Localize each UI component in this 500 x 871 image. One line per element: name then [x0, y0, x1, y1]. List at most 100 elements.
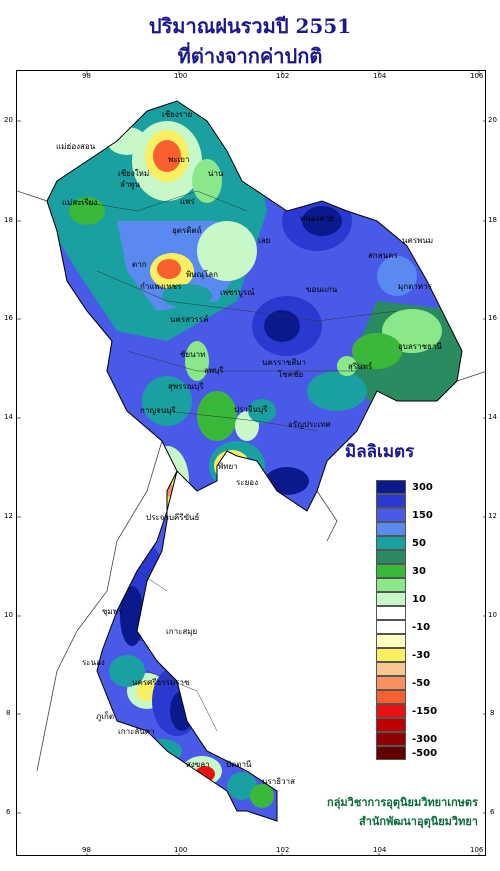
legend-swatch	[376, 606, 406, 620]
place-label: แม่ฮ่องสอน	[56, 142, 96, 151]
legend-swatch	[376, 676, 406, 690]
place-label: สงขลา	[186, 760, 210, 769]
left-tick-18: 18	[4, 216, 13, 224]
place-label: ระนอง	[82, 658, 105, 667]
place-label: สุรินทร์	[348, 362, 373, 371]
map-title-line1: ปริมาณฝนรวมปี 2551	[148, 14, 352, 38]
left-tick-12: 12	[4, 512, 13, 520]
legend-title: มิลลิเมตร	[345, 442, 415, 462]
place-label: นครศรีธรรมราช	[132, 678, 190, 687]
legend-label: 150	[412, 510, 433, 521]
place-label: สุพรรณบุรี	[168, 382, 204, 391]
legend-label: -300	[412, 734, 438, 745]
left-tick-14: 14	[4, 413, 13, 421]
legend-swatch	[376, 522, 406, 536]
legend-swatch	[376, 508, 406, 522]
legend-swatch	[376, 550, 406, 564]
place-label: นครพนม	[402, 236, 434, 245]
left-tick-6: 6	[6, 808, 11, 816]
right-tick-16: 16	[488, 314, 497, 322]
map-frame	[16, 70, 486, 856]
legend-swatch	[376, 718, 406, 732]
bottom-tick-98: 98	[82, 846, 91, 854]
place-label: แม่สะเรียง	[62, 198, 98, 207]
right-tick-12: 12	[488, 512, 497, 520]
top-tick-98: 98	[82, 72, 91, 80]
right-tick-8: 8	[490, 709, 495, 717]
right-tick-6: 6	[490, 808, 495, 816]
place-label: มุกดาหาร	[398, 282, 432, 291]
legend-swatch	[376, 592, 406, 606]
bottom-tick-104: 104	[373, 846, 387, 854]
legend-swatch	[376, 732, 406, 746]
legend-swatch	[376, 564, 406, 578]
place-label: หนองคาย	[300, 214, 334, 223]
legend-label: 50	[412, 538, 426, 549]
place-label: อรัญประเทศ	[288, 420, 331, 429]
legend-label: -30	[412, 650, 431, 661]
legend-swatch	[376, 662, 406, 676]
place-label: เกาะสมุย	[166, 627, 198, 636]
right-tick-18: 18	[488, 216, 497, 224]
place-label: กาญจนบุรี	[140, 406, 176, 415]
map-title-line2: ที่ต่างจากค่าปกติ	[177, 44, 323, 68]
place-label: ลำพูน	[120, 180, 141, 189]
top-tick-102: 102	[276, 72, 290, 80]
legend-label: 300	[412, 482, 433, 493]
top-tick-106: 106	[470, 72, 484, 80]
place-label: นครราชสีมา	[262, 358, 306, 367]
left-tick-16: 16	[4, 314, 13, 322]
place-label: พัทยา	[218, 462, 238, 471]
place-label: ปราจีนบุรี	[234, 405, 268, 414]
place-label: ระยอง	[236, 478, 258, 487]
legend-label: -500	[412, 748, 438, 759]
left-tick-10: 10	[4, 611, 13, 619]
place-label: ขอนแก่น	[306, 285, 338, 294]
place-label: เชียงราย	[162, 110, 193, 119]
place-label: เลย	[258, 236, 271, 245]
legend-swatch	[376, 536, 406, 550]
legend-label: 30	[412, 566, 426, 577]
place-label: โชคชัย	[278, 370, 304, 379]
place-label: ปัตตานี	[226, 760, 252, 769]
place-label: นครสวรรค์	[170, 315, 209, 324]
bottom-tick-106: 106	[470, 846, 484, 854]
place-label: ลพบุรี	[204, 366, 224, 375]
place-label: แพร่	[180, 197, 195, 206]
place-label: อุตรดิตถ์	[172, 226, 202, 235]
legend-swatch	[376, 690, 406, 704]
place-label: กำแพงเพชร	[140, 282, 182, 291]
place-label: ภูเก็ต	[96, 712, 115, 721]
place-label: เพชรบูรณ์	[220, 288, 255, 297]
place-label: ตาก	[132, 260, 147, 269]
top-tick-100: 100	[174, 72, 188, 80]
bottom-tick-102: 102	[276, 846, 290, 854]
legend-swatch	[376, 578, 406, 592]
left-tick-8: 8	[6, 709, 11, 717]
place-label: ชัยนาท	[180, 350, 206, 359]
place-label: อุบลราชธานี	[398, 342, 442, 351]
place-label: ชุมพร	[102, 607, 123, 616]
legend-swatch	[376, 480, 406, 494]
right-tick-14: 14	[488, 413, 497, 421]
place-label: พิษณุโลก	[186, 270, 219, 279]
place-label: ประจวบคีรีขันธ์	[146, 513, 200, 522]
right-tick-20: 20	[488, 116, 497, 124]
place-label: พะเยา	[168, 155, 190, 164]
legend-swatch	[376, 704, 406, 718]
legend-label: -150	[412, 706, 438, 717]
legend-swatch	[376, 648, 406, 662]
credit-line2: สำนักพัฒนาอุตุนิยมวิทยา	[359, 815, 478, 828]
legend-swatch	[376, 634, 406, 648]
legend-label: -50	[412, 678, 431, 689]
place-label: สกลนคร	[368, 251, 398, 260]
legend-label: -10	[412, 622, 431, 633]
place-label: เกาะลันตา	[118, 727, 155, 736]
legend-swatch	[376, 746, 406, 760]
legend-swatch	[376, 620, 406, 634]
place-label: เชียงใหม่	[118, 169, 150, 178]
place-label: นราธิวาส	[262, 777, 296, 786]
rainfall-map	[17, 71, 485, 855]
bottom-tick-100: 100	[174, 846, 188, 854]
left-tick-20: 20	[4, 116, 13, 124]
